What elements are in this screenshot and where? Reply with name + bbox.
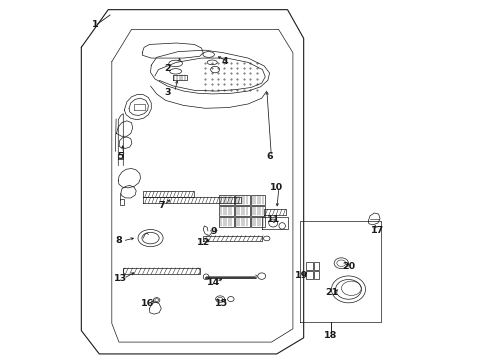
Bar [313,271,319,279]
Bar [250,195,265,205]
Text: 13: 13 [114,274,127,283]
Text: 14: 14 [207,278,220,287]
Text: 6: 6 [266,152,272,161]
Bar [219,217,233,227]
Bar [305,262,312,270]
Text: 12: 12 [196,238,209,247]
Text: 18: 18 [323,332,337,341]
Bar [313,262,319,270]
Text: 3: 3 [164,87,170,96]
Bar [219,206,233,216]
Text: 8: 8 [115,237,122,246]
Text: 7: 7 [159,201,165,210]
Text: 17: 17 [370,226,383,235]
Bar [219,195,233,205]
Text: 21: 21 [325,288,338,297]
Bar [250,217,265,227]
Bar [250,206,265,216]
Text: 15: 15 [214,299,227,308]
Bar [235,206,249,216]
Text: 9: 9 [210,228,217,237]
Bar [120,199,124,205]
Text: 10: 10 [270,183,283,192]
Text: 5: 5 [117,152,124,161]
Text: 19: 19 [295,270,308,279]
Bar [235,195,249,205]
Text: 2: 2 [164,64,170,73]
Text: 1: 1 [92,19,99,28]
Text: 16: 16 [141,299,154,308]
Bar [305,271,312,279]
Text: 20: 20 [341,262,354,271]
Bar [235,217,249,227]
Text: 11: 11 [266,215,279,224]
Text: 4: 4 [221,57,227,66]
